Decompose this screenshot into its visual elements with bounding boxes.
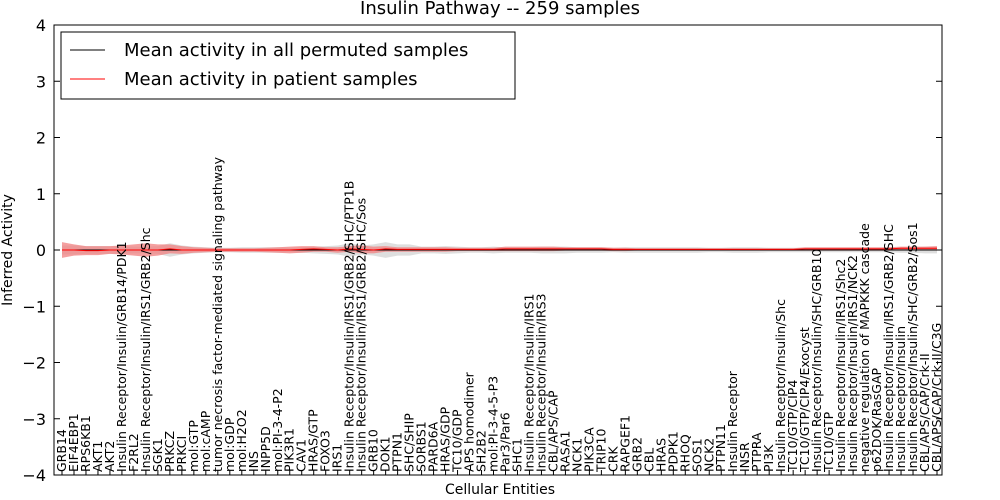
y-tick-label: 2 [36,129,46,148]
x-tick-label: F2RL2 [126,433,141,472]
x-tick-label: RHOQ [677,434,692,472]
x-tick-label: SGK1 [150,438,165,472]
x-tick-label: IRS1 [330,444,345,472]
x-tick-label: mol:PI-3-4-P2 [270,388,285,472]
x-tick-label: mol:GDP [222,417,237,472]
y-tick-label: 1 [36,185,46,204]
x-tick-label: INSR [737,442,752,472]
x-tick-label: PTPN11 [713,424,728,472]
x-tick-label: CAV1 [294,439,309,472]
x-tick-label: TC10/GTP/CIP4/Exocyst [797,327,812,473]
x-tick-label: negative regulation of MAPKKK cascade [857,223,872,472]
x-tick-label: Insulin Receptor/Insulin/IRS1/GRB2/SHC [881,224,896,472]
x-tick-label: PTPN1 [390,432,405,472]
x-tick-label: PTPRA [749,432,764,472]
x-tick-label: TC10/GTP [821,411,836,473]
x-tick-label: SHC1 [510,438,525,472]
x-tick-label: Insulin Receptor/Insulin/IRS1/NCK2 [845,255,860,472]
x-tick-label: HRAS/GTP [306,409,321,472]
lines-layer [62,247,937,252]
x-tick-label: AKT1 [90,441,105,472]
x-tick-label: CBL/APS/CAP/Crk-II [917,353,932,472]
x-tick-label: CBL/APS/CAP [545,390,560,472]
x-tick-label: mol:PI-3-4-5-P3 [486,376,501,472]
y-axis-label: Inferred Activity [0,194,16,306]
y-tick-label: −4 [22,466,46,485]
x-tick-label: HRAS [653,438,668,472]
x-tick-label: Insulin Receptor/Insulin/IRS3 [534,294,549,472]
y-axis: −4 −3 −2 −1 0 1 2 3 4 [22,16,942,485]
x-tick-label: Insulin Receptor/Insulin/IRS1/GRB2/SHC/P… [342,181,357,472]
x-tick-label: Insulin Receptor/Insulin/GRB14/PDK1 [114,241,129,472]
x-tick-label: GRB14 [54,429,69,472]
y-tick-label: 3 [36,72,46,91]
x-tick-label: TRIP10 [593,429,608,473]
y-tick-label: −1 [22,297,46,316]
x-tick-label: Insulin Receptor/Insulin/IRS1/Shc2 [833,259,848,472]
x-tick-label: NCK1 [569,438,584,472]
x-tick-label: mol:GTP [186,420,201,472]
x-tick-label: Insulin Receptor/Insulin/Shc [773,299,788,472]
x-tick-label: GRB10 [366,429,381,472]
y-tick-label: 4 [36,16,46,35]
y-tick-label: −3 [22,410,46,429]
x-tick-label: mol:H2O2 [234,409,249,472]
x-tick-label: PRKCZ [162,431,177,472]
series-line-patient [62,247,937,252]
x-tick-label: SH2B2 [474,430,489,472]
chart-title: Insulin Pathway -- 259 samples [360,0,640,19]
y-tick-label: −2 [22,354,46,373]
x-tick-label: AKT2 [102,441,117,472]
x-tick-label: TC10/GDP [450,409,465,473]
x-tick-label: CRK [605,446,620,472]
x-axis-label: Cellular Entities [445,482,555,498]
x-tick-label: PIK3R1 [282,428,297,472]
x-tick-label: TC10/GTP/CIP4 [785,380,800,473]
legend-label-patient: Mean activity in patient samples [124,69,418,90]
x-tick-label: RAPGEF1 [617,415,632,472]
x-tick-label: Insulin Receptor/Insulin/SHC/GRB10 [809,249,824,472]
x-tick-label: APS homodimer [462,371,477,472]
x-tick-label: Insulin Receptor/Insulin/SHC/GRB2/Sos1 [905,222,920,472]
x-tick-label: p62DOK/RasGAP [869,367,884,472]
x-tick-label: mol:cAMP [198,410,213,472]
x-tick-label: INS [246,451,261,472]
x-tick-label: PI3K [761,444,776,472]
legend-label-permuted: Mean activity in all permuted samples [124,40,468,61]
x-tick-label: FOXO3 [318,430,333,472]
x-tick-label: PRKCI [174,436,189,472]
x-tick-label: tumor necrosis factor-mediated signaling… [210,156,225,472]
x-tick-label: Insulin Receptor/Insulin/IRS1/GRB2/Shc [138,227,153,472]
x-tick-label: PDPK1 [665,431,680,472]
legend: Mean activity in all permuted samples Me… [60,31,516,100]
x-tick-label: PIK3CA [581,427,596,472]
x-tick-label: GRB2 [629,437,644,472]
x-tick-label: RPS6KB1 [78,415,93,472]
x-tick-label: CBL/APS/CAP/Crk-II/C3G [929,323,944,472]
x-tick-label: Insulin Receptor/Insulin [893,326,908,472]
x-tick-label: INPP5D [258,426,273,472]
x-tick-label: PARD6A [426,421,441,472]
x-tick-label: EIF4EBP1 [66,413,81,472]
x-tick-label: CBL [641,448,656,472]
x-tick-label: SORBS1 [414,421,429,472]
x-tick-label: RASA1 [557,431,572,472]
x-tick-label: SOS1 [689,438,704,472]
x-tick-label: Insulin Receptor/Insulin/IRS1/GRB2/SHC/S… [354,198,369,472]
x-tick-label: SHC/SHIP [402,413,417,472]
x-tick-label: Par3/Par6 [498,412,513,472]
x-tick-label: Insulin Receptor/Insulin/IRS1 [522,294,537,472]
x-tick-label: DOK1 [378,436,393,472]
x-tick-label: Insulin Receptor [725,370,740,472]
x-tick-label: NCK2 [701,438,716,472]
legend-box [60,31,516,100]
x-tick-label: HRAS/GDP [438,406,453,472]
y-tick-label: 0 [36,241,46,260]
